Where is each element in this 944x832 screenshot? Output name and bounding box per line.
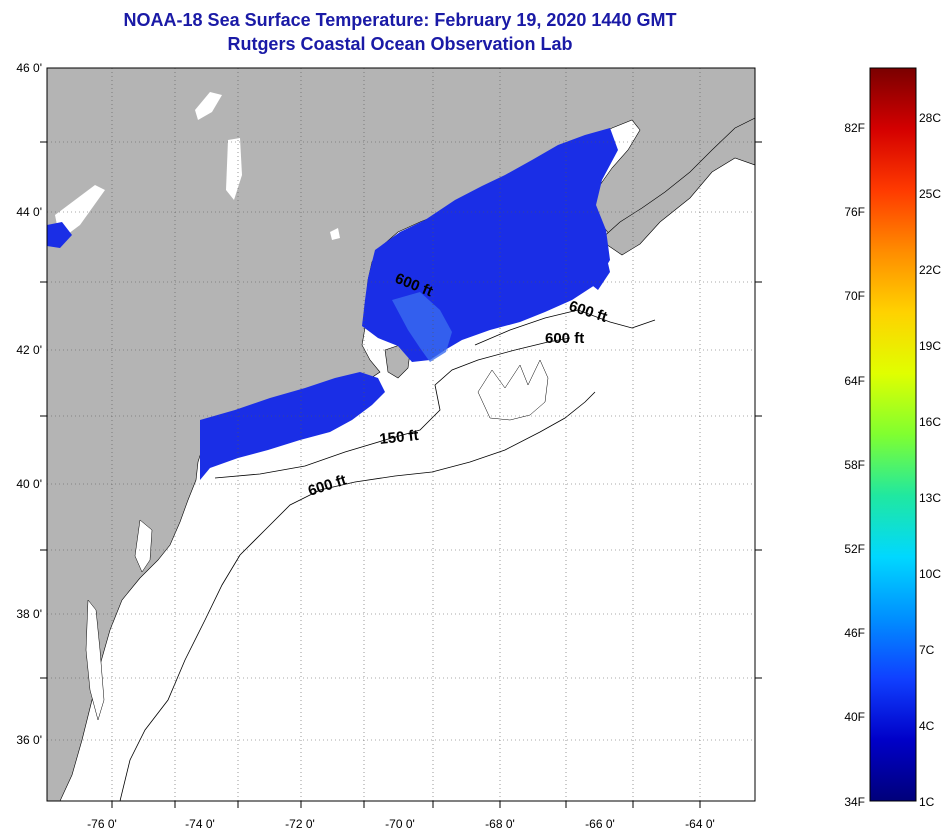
lat-label-42: 42 0' [16, 343, 42, 357]
cb-c-22: 22C [919, 263, 941, 277]
sst-southern-ne [200, 372, 385, 480]
cb-c-16: 16C [919, 415, 941, 429]
lon-label-64: -64 0' [685, 817, 715, 831]
land-nova-scotia [599, 117, 755, 256]
cb-f-34: 34F [844, 795, 865, 809]
map-frame [46, 67, 756, 802]
cb-c-25: 25C [919, 187, 941, 201]
lat-label-44: 44 0' [16, 205, 42, 219]
lon-label-74: -74 0' [185, 817, 215, 831]
isobath-label-150: 150 ft [379, 427, 420, 448]
sst-gulf-light [392, 292, 452, 362]
cb-f-82: 82F [844, 121, 865, 135]
lat-label-36: 36 0' [16, 733, 42, 747]
lat-label-46: 46 0' [16, 61, 42, 75]
cb-c-10: 10C [919, 567, 941, 581]
water-chesapeake-bay [85, 599, 105, 721]
lon-label-72: -72 0' [285, 817, 315, 831]
chart-title: NOAA-18 Sea Surface Temperature: Februar… [123, 10, 677, 30]
cb-f-64: 64F [844, 374, 865, 388]
sst-ns-shelf [588, 250, 610, 290]
lake-4 [330, 228, 340, 240]
lon-label-66: -66 0' [585, 817, 615, 831]
cb-c-1: 1C [919, 795, 935, 809]
isobath-600ft [119, 391, 596, 801]
lat-label-40: 40 0' [16, 477, 42, 491]
lake-1 [195, 92, 222, 120]
cb-f-58: 58F [844, 458, 865, 472]
cb-f-40: 40F [844, 710, 865, 724]
isobath-label-600-east: 600 ft [545, 330, 584, 347]
lat-label-38: 38 0' [16, 607, 42, 621]
lon-label-76: -76 0' [87, 817, 117, 831]
colorbar [869, 67, 917, 802]
sst-lake-patch [47, 222, 72, 248]
georges-bank-detail [477, 359, 549, 421]
axis-ticks [40, 141, 762, 808]
isobath-600ft-north [474, 309, 656, 346]
cb-f-70: 70F [844, 289, 865, 303]
chart-subtitle: Rutgers Coastal Ocean Observation Lab [227, 34, 573, 54]
cb-c-13: 13C [919, 491, 941, 505]
colorbar-fahrenheit-labels: 82F 76F 70F 64F 58F 52F 46F 40F 34F [844, 121, 865, 809]
cb-f-46: 46F [844, 626, 865, 640]
cb-c-7: 7C [919, 643, 935, 657]
cb-f-52: 52F [844, 542, 865, 556]
cb-c-4: 4C [919, 719, 935, 733]
cb-c-28: 28C [919, 111, 941, 125]
lon-label-70: -70 0' [385, 817, 415, 831]
cb-f-76: 76F [844, 205, 865, 219]
cb-c-19: 19C [919, 339, 941, 353]
lake-3 [55, 185, 105, 240]
lon-label-68: -68 0' [485, 817, 515, 831]
colorbar-celsius-labels: 28C 25C 22C 19C 16C 13C 10C 7C 4C 1C [919, 111, 941, 809]
